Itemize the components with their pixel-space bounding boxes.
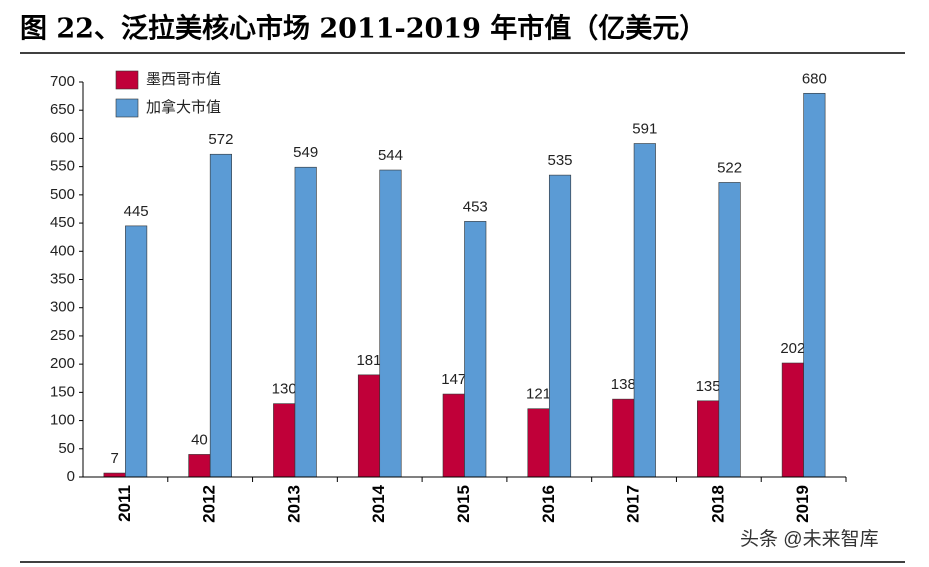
legend-swatch [115,70,139,90]
bar [273,403,296,478]
bar [357,374,381,478]
y-tick-label: 450 [50,214,75,231]
bar [548,174,572,478]
y-tick-label: 400 [50,242,75,259]
x-tick-label: 2013 [284,485,303,523]
legend-label: 墨西哥市值 [146,71,221,88]
bar [188,454,211,478]
y-tick-label: 550 [50,158,75,175]
value-label: 591 [632,120,657,137]
chart-title: 图 22、泛拉美核心市场 2011-2019 年市值（亿美元） [20,13,706,45]
value-label: 121 [526,386,551,403]
bar [379,169,402,478]
x-tick-label: 2012 [200,485,219,523]
x-tick-label: 2019 [793,485,812,523]
bar [803,92,826,478]
bar [527,408,550,478]
legend-label: 加拿大市值 [146,98,221,116]
bar [781,362,804,478]
bar [464,221,487,478]
value-label: 445 [124,203,149,220]
legend-swatch [115,98,139,118]
y-tick-label: 0 [67,468,75,485]
value-label: 680 [802,70,827,87]
y-tick-label: 50 [58,440,75,457]
value-label: 544 [378,147,403,164]
value-label: 202 [780,340,805,357]
value-label: 522 [717,159,742,176]
value-label: 453 [463,198,488,215]
y-tick-label: 650 [50,101,75,118]
x-tick-label: 2014 [369,484,388,522]
x-tick-label: 2015 [454,485,473,523]
y-tick-label: 700 [50,73,75,90]
bar [103,472,126,478]
bar [125,225,148,478]
bar [612,398,635,478]
y-tick-label: 350 [50,270,75,287]
value-label: 535 [548,152,573,169]
bar [209,153,232,478]
bar [442,393,465,478]
x-tick-label: 2011 [115,485,134,522]
value-label: 549 [293,144,318,161]
y-tick-label: 500 [50,186,75,203]
bar [718,182,741,478]
x-tick-label: 2018 [708,485,727,523]
y-tick-label: 250 [50,327,75,344]
value-label: 130 [272,381,297,398]
value-label: 138 [611,376,636,393]
value-label: 7 [110,450,118,467]
y-tick-label: 150 [50,383,75,400]
value-label: 135 [696,378,721,395]
bar [697,400,720,478]
x-tick-label: 2016 [539,485,558,523]
y-tick-label: 200 [50,355,75,372]
y-tick-label: 300 [50,299,75,316]
bar [294,166,317,478]
value-label: 40 [191,431,208,448]
bar [633,143,656,478]
y-tick-label: 600 [50,129,75,146]
y-tick-label: 100 [50,412,75,429]
value-label: 181 [356,352,381,369]
value-label: 572 [208,131,233,148]
watermark: 头条 @未来智库 [740,528,879,550]
x-tick-label: 2017 [624,485,643,523]
value-label: 147 [441,371,466,388]
